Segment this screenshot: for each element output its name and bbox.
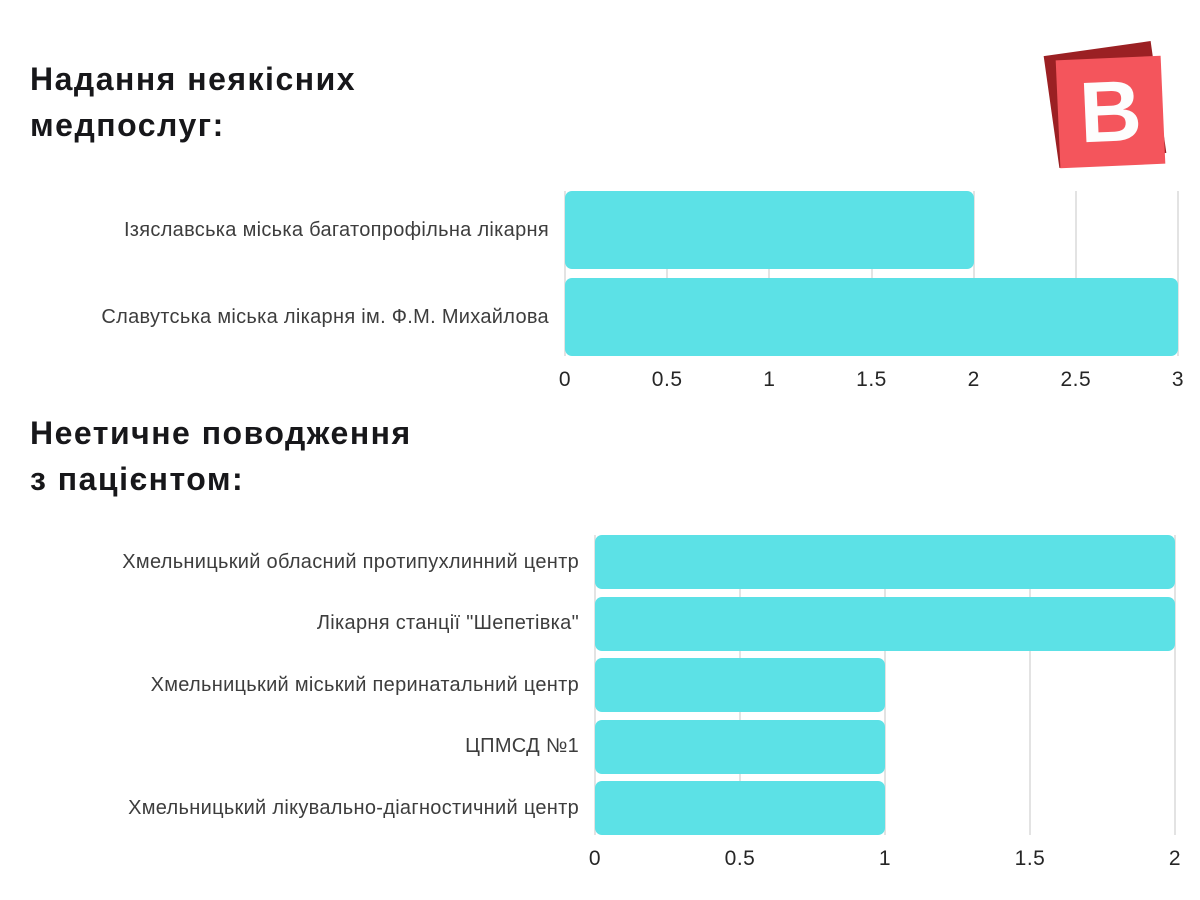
category-label: Хмельницький міський перинатальний центр <box>150 673 579 696</box>
bar <box>565 191 974 269</box>
logo-front-square: B <box>1055 55 1166 169</box>
axis-tick-label: 0.5 <box>651 368 683 391</box>
brand-logo: B <box>1043 41 1168 170</box>
category-label: ЦПМСД №1 <box>465 735 579 757</box>
axis-tick-label: 2 <box>967 368 980 391</box>
axis-tick-label: 1.5 <box>856 368 887 391</box>
x-axis: 0 0.5 1 1.5 2 2.5 3 <box>559 368 1184 398</box>
category-label: Хмельницький обласний протипухлинний цен… <box>122 550 579 573</box>
gridline <box>884 535 886 835</box>
logo-letter-b: B <box>1077 62 1144 162</box>
axis-tick-label: 2.5 <box>1060 368 1092 391</box>
gridline <box>1174 535 1176 835</box>
gridline <box>768 191 771 356</box>
bar <box>595 658 885 712</box>
category-labels-column: Хмельницький обласний протипухлинний цен… <box>30 535 595 835</box>
gridline <box>564 191 566 356</box>
axis-tick-label: 2 <box>1168 847 1182 870</box>
axis-tick-label: 1.5 <box>1014 847 1046 870</box>
bar <box>595 596 1175 651</box>
bar <box>595 781 885 835</box>
chart1-title: Надання неякісних медпослуг: <box>30 61 357 144</box>
axis-tick-label: 1 <box>878 847 892 870</box>
bar <box>565 278 1178 356</box>
gridline <box>666 191 669 356</box>
axis-tick-label: 0.5 <box>724 847 756 870</box>
gridline <box>870 191 873 356</box>
gridline <box>972 191 975 356</box>
gridline <box>1177 191 1179 356</box>
category-labels-column: Ізяславська міська багатопрофільна лікар… <box>30 191 565 356</box>
x-axis: 0 0.5 1 1.5 2 <box>589 847 1181 877</box>
axis-tick-label: 0 <box>558 368 572 391</box>
bar <box>595 719 885 774</box>
plot-area <box>594 535 1176 835</box>
gridline <box>1074 191 1077 356</box>
plot-area <box>564 191 1179 356</box>
chart2-title: Неетичне поводження з пацієнтом: <box>30 415 412 498</box>
axis-tick-label: 1 <box>763 368 776 391</box>
gridline <box>1029 535 1031 835</box>
category-label: Ізяславська міська багатопрофільна лікар… <box>123 218 549 241</box>
bar <box>595 535 1175 589</box>
axis-tick-label: 0 <box>588 847 602 870</box>
category-label: Лікарня станції "Шепетівка" <box>316 612 579 634</box>
category-label: Хмельницький лікувально-діагностичний це… <box>128 796 579 819</box>
category-label: Славутська міська лікарня ім. Ф.М. Михай… <box>101 305 549 328</box>
axis-tick-label: 3 <box>1171 368 1185 391</box>
